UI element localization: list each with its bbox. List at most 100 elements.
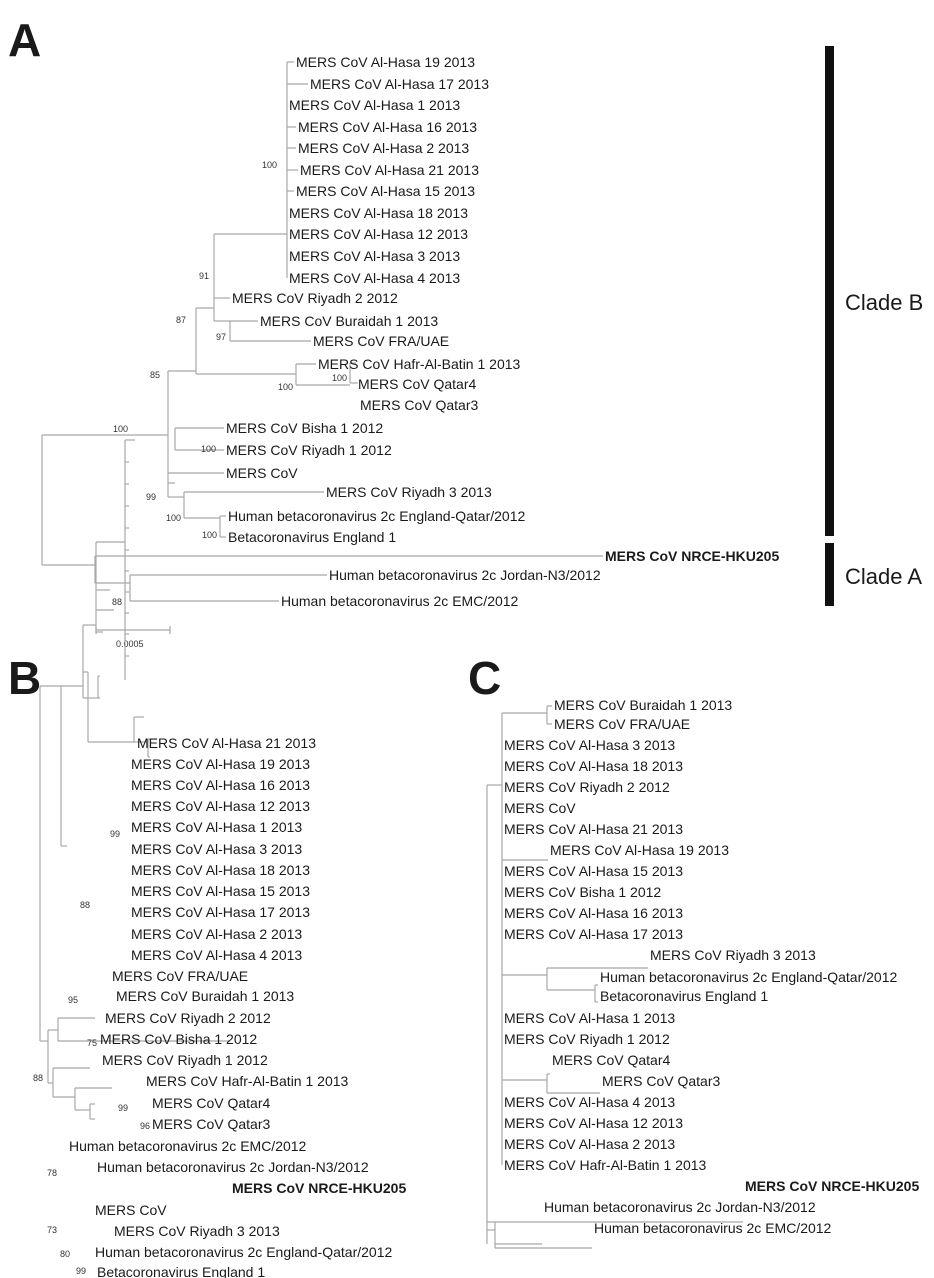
panel-c-leaf: MERS CoV Al-Hasa 12 2013 [504,1115,683,1131]
panel-c-leaf: MERS CoV Al-Hasa 15 2013 [504,863,683,879]
panel-a-leaf: MERS CoV [226,465,298,481]
panel-a-leaf: MERS CoV Qatar4 [358,376,476,392]
panel-b-leaf: Human betacoronavirus 2c EMC/2012 [69,1138,307,1154]
panel-b-leaf: MERS CoV Hafr-Al-Batin 1 2013 [146,1073,349,1089]
panel-c-leaf: MERS CoV Riyadh 2 2012 [504,779,670,795]
panel-b-bootstrap: 88 [80,900,90,910]
panel-b-leaf: MERS CoV Buraidah 1 2013 [116,988,294,1004]
panel-b-bootstrap: 99 [110,829,120,839]
panel-b-leaf: MERS CoV Al-Hasa 1 2013 [131,819,302,835]
panel-a-leaf: MERS CoV Bisha 1 2012 [226,420,383,436]
panel-a-bootstrap: 100 [113,424,128,434]
panel-a-leaf: MERS CoV Al-Hasa 18 2013 [289,205,468,221]
panel-a-bootstrap: 100 [201,444,216,454]
panel-c-leaf: Betacoronavirus England 1 [600,988,768,1004]
panel-c-branches [486,705,743,1249]
panel-c-leaf: MERS CoV Al-Hasa 21 2013 [504,821,683,837]
panel-a-scale-bar: 0.0005 [95,626,171,649]
panel-a-leaf: MERS CoV Riyadh 3 2013 [326,484,492,500]
panel-b-leaf: MERS CoV Al-Hasa 12 2013 [131,798,310,814]
panel-a-leaf-highlight: MERS CoV NRCE-HKU205 [605,548,779,564]
panel-a-leaf: MERS CoV Qatar3 [360,397,478,413]
panel-c-leaf: MERS CoV Al-Hasa 2 2013 [504,1136,675,1152]
panel-c-leaf: MERS CoV Buraidah 1 2013 [554,697,732,713]
panel-c-leaf: MERS CoV Al-Hasa 4 2013 [504,1094,675,1110]
panel-c-leaf: MERS CoV Al-Hasa 17 2013 [504,926,683,942]
panel-b-bootstrap: 80 [60,1249,70,1259]
panel-c-leaf-labels: MERS CoV Buraidah 1 2013 MERS CoV FRA/UA… [504,697,919,1236]
panel-b-leaf: MERS CoV FRA/UAE [112,968,248,984]
panel-b-leaf: MERS CoV Al-Hasa 17 2013 [131,904,310,920]
panel-b-leaf: MERS CoV Al-Hasa 16 2013 [131,777,310,793]
panel-b-bootstrap: 99 [76,1266,86,1276]
panel-c-leaf: MERS CoV Riyadh 1 2012 [504,1031,670,1047]
panel-b-bootstrap: 88 [33,1073,43,1083]
panel-a-leaf: Human betacoronavirus 2c Jordan-N3/2012 [329,567,601,583]
panel-b-leaf-labels: MERS CoV Al-Hasa 21 2013 MERS CoV Al-Has… [69,735,406,1278]
panel-a-bootstrap: 99 [146,492,156,502]
panel-c-letter: C [468,652,501,704]
panel-b-leaf: MERS CoV Riyadh 2 2012 [105,1010,271,1026]
panel-a-bootstrap: 87 [176,315,186,325]
panel-a-bootstrap: 88 [112,597,122,607]
panel-b-leaf: MERS CoV Al-Hasa 19 2013 [131,756,310,772]
panel-c-leaf: Human betacoronavirus 2c England-Qatar/2… [600,969,898,985]
panel-b-bootstrap: 95 [68,995,78,1005]
panel-a-leaf: MERS CoV Riyadh 2 2012 [232,290,398,306]
panel-a-bootstrap: 100 [262,160,277,170]
panel-a-leaf: MERS CoV Al-Hasa 3 2013 [289,248,460,264]
clade-b-bar [825,46,834,536]
panel-a-letter: A [8,14,41,66]
panel-a: A [8,14,923,649]
panel-c: C MERS Co [468,652,919,1249]
panel-b-leaf: MERS CoV [95,1202,167,1218]
panel-a-leaf-labels: MERS CoV Al-Hasa 19 2013 MERS CoV Al-Has… [226,54,779,609]
panel-b-leaf: MERS CoV Al-Hasa 15 2013 [131,883,310,899]
panel-b-bootstrap: 73 [47,1225,57,1235]
panel-c-leaf: MERS CoV Hafr-Al-Batin 1 2013 [504,1157,707,1173]
panel-a-bootstrap: 91 [199,271,209,281]
clade-a-bar [825,543,834,606]
panel-a-bootstrap: 97 [216,332,226,342]
panel-a-leaf: Human betacoronavirus 2c EMC/2012 [281,593,519,609]
panel-a-leaf: MERS CoV Hafr-Al-Batin 1 2013 [318,356,521,372]
panel-a-bootstrap: 85 [150,370,160,380]
panel-b-bootstrap: 99 [118,1103,128,1113]
clade-a-label: Clade A [845,564,922,589]
panel-b-leaf: Betacoronavirus England 1 [97,1264,265,1278]
panel-a-leaf: MERS CoV Al-Hasa 1 2013 [289,97,460,113]
panel-b-leaf-highlight: MERS CoV NRCE-HKU205 [232,1180,406,1196]
panel-b-leaf: MERS CoV Al-Hasa 3 2013 [131,841,302,857]
panel-a-leaf: MERS CoV FRA/UAE [313,333,449,349]
panel-a-leaf: MERS CoV Al-Hasa 4 2013 [289,270,460,286]
panel-a-leaf: Human betacoronavirus 2c England-Qatar/2… [228,508,526,524]
panel-c-leaf: MERS CoV Riyadh 3 2013 [650,947,816,963]
panel-b-leaf: MERS CoV Bisha 1 2012 [100,1031,257,1047]
panel-c-leaf: MERS CoV Bisha 1 2012 [504,884,661,900]
panel-b-letter: B [8,652,41,704]
panel-a-bootstrap: 100 [278,382,293,392]
panel-b-leaf: MERS CoV Riyadh 1 2012 [102,1052,268,1068]
panel-b-bootstrap: 75 [87,1038,97,1048]
clade-b-label: Clade B [845,290,923,315]
panel-a-leaf: Betacoronavirus England 1 [228,529,396,545]
panel-b: B [8,439,406,1278]
panel-a-bootstrap: 100 [202,530,217,540]
panel-b-bootstrap: 78 [47,1168,57,1178]
panel-b-leaf: Human betacoronavirus 2c Jordan-N3/2012 [97,1159,369,1175]
panel-a-leaf: MERS CoV Al-Hasa 16 2013 [298,119,477,135]
panel-b-leaf: Human betacoronavirus 2c England-Qatar/2… [95,1244,393,1260]
panel-c-leaf: MERS CoV Qatar4 [552,1052,670,1068]
panel-a-leaf: MERS CoV Al-Hasa 17 2013 [310,76,489,92]
panel-c-leaf: MERS CoV Al-Hasa 18 2013 [504,758,683,774]
panel-a-branches [41,61,603,602]
panel-c-leaf: MERS CoV FRA/UAE [554,716,690,732]
panel-c-leaf-highlight: MERS CoV NRCE-HKU205 [745,1178,919,1194]
panel-a-leaf: MERS CoV Al-Hasa 2 2013 [298,140,469,156]
panel-a-leaf: MERS CoV Al-Hasa 21 2013 [300,162,479,178]
panel-c-leaf: Human betacoronavirus 2c Jordan-N3/2012 [544,1199,816,1215]
panel-b-branches [39,439,230,1120]
panel-c-leaf: MERS CoV Qatar3 [602,1073,720,1089]
panel-c-leaf: MERS CoV [504,800,576,816]
